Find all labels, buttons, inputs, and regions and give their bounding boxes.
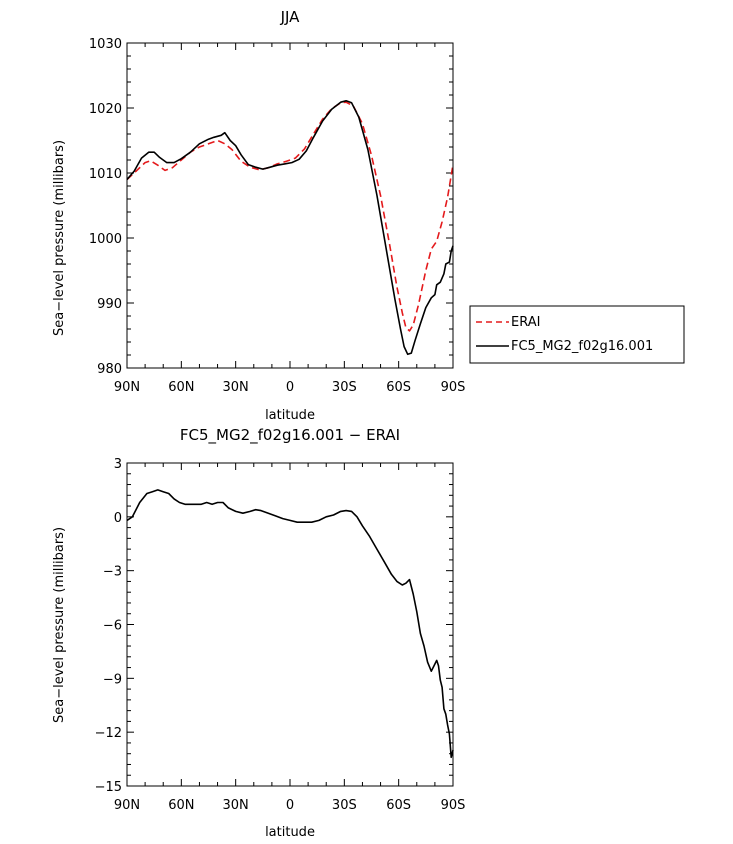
series-line-model bbox=[126, 100, 454, 356]
x-tick-label: 90N bbox=[114, 380, 140, 395]
bottom-chart-ylabel: Sea−level pressure (millibars) bbox=[52, 527, 67, 723]
x-tick-label: 30N bbox=[223, 798, 249, 813]
x-tick-label: 60N bbox=[168, 380, 194, 395]
y-tick-label: −9 bbox=[103, 672, 122, 687]
y-tick-label: 0 bbox=[114, 511, 122, 526]
top-chart-title: JJA bbox=[280, 8, 301, 26]
series-line-difference bbox=[126, 489, 454, 759]
x-tick-label: 30S bbox=[332, 798, 357, 813]
legend: ERAI FC5_MG2_f02g16.001 bbox=[469, 305, 685, 364]
series-line-erai bbox=[126, 101, 454, 332]
x-tick-label: 0 bbox=[286, 798, 294, 813]
x-tick-label: 30S bbox=[332, 380, 357, 395]
top-chart-ylabel: Sea−level pressure (millibars) bbox=[52, 140, 67, 336]
y-tick-label: 1030 bbox=[89, 37, 122, 52]
x-tick-label: 90S bbox=[441, 380, 466, 395]
bottom-chart-title: FC5_MG2_f02g16.001 − ERAI bbox=[180, 426, 400, 445]
x-tick-label: 30N bbox=[223, 380, 249, 395]
y-tick-label: −15 bbox=[95, 780, 122, 795]
top-chart-xlabel: latitude bbox=[265, 408, 315, 423]
x-tick-label: 60S bbox=[386, 798, 411, 813]
x-tick-label: 60N bbox=[168, 798, 194, 813]
y-tick-label: 3 bbox=[114, 457, 122, 472]
legend-label-model: FC5_MG2_f02g16.001 bbox=[511, 339, 653, 354]
y-tick-label: 1010 bbox=[89, 167, 122, 182]
y-tick-label: −12 bbox=[95, 726, 122, 741]
y-tick-label: 990 bbox=[97, 297, 122, 312]
x-tick-label: 90N bbox=[114, 798, 140, 813]
y-tick-label: −6 bbox=[103, 619, 122, 634]
bottom-chart-panel: FC5_MG2_f02g16.001 − ERAI Sea−level pres… bbox=[52, 426, 465, 840]
legend-label-erai: ERAI bbox=[511, 315, 540, 330]
top-plot-frame bbox=[126, 42, 454, 369]
y-tick-label: 1000 bbox=[89, 232, 122, 247]
legend-box bbox=[469, 305, 685, 364]
x-tick-label: 60S bbox=[386, 380, 411, 395]
x-tick-label: 0 bbox=[286, 380, 294, 395]
top-chart-panel: JJA Sea−level pressure (millibars) latit… bbox=[52, 8, 685, 423]
y-tick-label: 1020 bbox=[89, 102, 122, 117]
x-tick-label: 90S bbox=[441, 798, 466, 813]
bottom-plot-frame bbox=[126, 462, 454, 787]
bottom-chart-xlabel: latitude bbox=[265, 825, 315, 840]
y-tick-label: 980 bbox=[97, 362, 122, 377]
y-tick-label: −3 bbox=[103, 565, 122, 580]
